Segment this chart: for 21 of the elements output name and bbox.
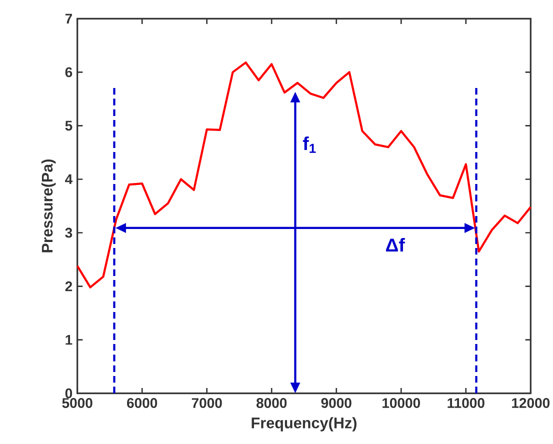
y-tick-label: 3 (65, 228, 72, 238)
y-tick-label: 4 (65, 174, 73, 184)
y-tick-label: 6 (65, 67, 72, 78)
x-axis-title: Frequency(Hz) (252, 417, 356, 432)
annotation: Δf (386, 238, 405, 252)
x-tick-label: 10000 (382, 398, 420, 408)
y-axis-title: Pressure(Pa) (41, 159, 56, 252)
y-tick-label: 5 (65, 120, 72, 131)
y-tick-label: 0 (65, 388, 72, 398)
x-tick-label: 6000 (127, 398, 158, 408)
x-tick-label: 9000 (321, 398, 352, 408)
y-tick-label: 7 (65, 14, 72, 24)
x-tick-label: 11000 (448, 398, 484, 408)
x-tick-label: 12000 (512, 398, 550, 408)
line-series (76, 61, 532, 288)
annotation: f$_{1}$ (302, 136, 316, 153)
x-tick-label: 7000 (192, 398, 222, 408)
y-tick-label: 2 (65, 281, 72, 292)
x-tick-label: 5000 (62, 398, 92, 408)
y-tick-label: 1 (66, 335, 72, 345)
x-tick-label: 8000 (256, 398, 287, 408)
